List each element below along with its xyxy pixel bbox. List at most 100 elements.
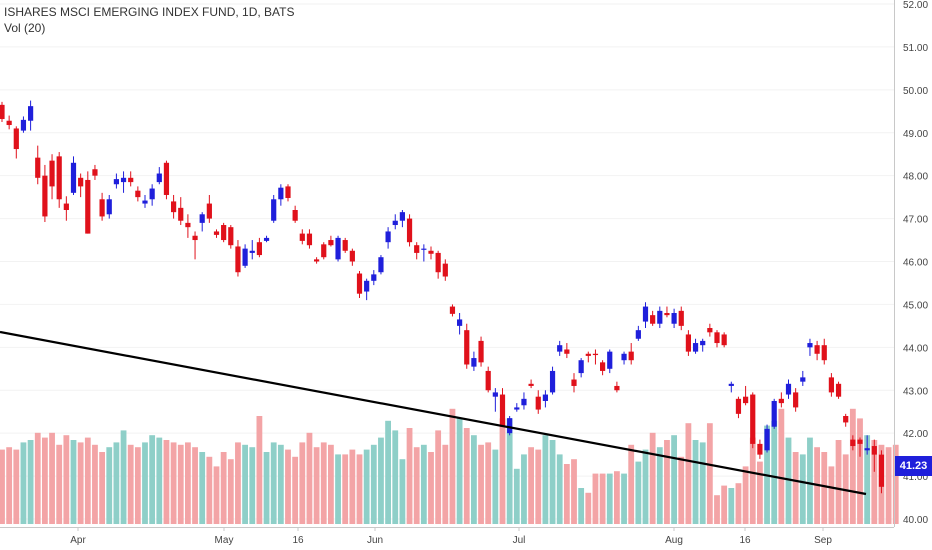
candle-body [850,439,856,447]
candle [771,398,777,429]
candle-body [657,310,663,324]
candle [707,323,713,337]
candle-body [0,104,5,120]
candle [528,379,534,389]
candle-body [278,187,284,200]
candle [356,270,363,298]
volume-bar [170,442,177,524]
candle [800,370,806,386]
candle [642,302,649,329]
candle-body [678,310,684,326]
candle [685,330,691,356]
price-tick-label: 48.00 [903,172,928,183]
candle-body [743,396,749,404]
volume-bar [70,440,77,524]
candle-body [535,396,541,410]
volume-bar [871,440,878,524]
candle [828,373,834,397]
candle-body [485,370,491,391]
candle-body [564,349,570,354]
candle [35,145,41,185]
candle-body [671,313,677,324]
candle [328,235,334,247]
volume-bar [42,437,48,524]
volume-bar [571,459,577,524]
volume-bar [714,495,720,524]
candle [99,192,105,221]
candle-body [614,385,620,391]
candle-body [628,351,634,361]
price-axis[interactable]: 52.00 51.00 50.00 49.00 48.00 47.00 46.00 45.00… [903,0,928,526]
volume-bar [213,466,220,524]
volume-bar [442,444,449,524]
candle-body [171,201,177,213]
candle [335,235,341,262]
candle [149,184,155,206]
volume-bar [227,459,234,524]
candle [0,101,5,123]
volume-bar [449,408,456,524]
time-tick-label: May [215,535,234,546]
candle-body [800,377,806,382]
candle [78,173,84,198]
volume-bar [328,444,334,524]
volume-bar [220,452,227,524]
volume-bar [142,442,148,524]
candle [743,385,749,406]
volume-bar [399,459,406,524]
candle-body [85,179,91,234]
volume-bar [485,442,492,524]
volume-bar [535,449,542,524]
candle [378,255,384,275]
candle-body [785,383,792,395]
volume-bar [635,461,642,524]
volume-bar [463,428,470,524]
volume-bar [778,408,785,524]
candle [271,194,277,223]
candle [650,310,656,326]
candle-body [342,240,348,251]
candle [171,194,177,219]
price-tick-label: 47.00 [903,215,928,226]
candle-body [178,207,184,221]
candle [600,360,606,376]
volume-bar [692,440,699,524]
candle [306,229,313,249]
candle-body [771,400,777,427]
candle-body [135,190,141,198]
volume-bar [792,452,799,524]
volume-bar [306,432,313,524]
candle [414,242,420,260]
candle-body [28,106,34,121]
candle [807,338,813,356]
candle-body [421,248,427,250]
volume-bar [92,444,98,524]
volume-bar [242,444,248,524]
time-axis[interactable]: Apr May 16 Jun Jul Aug 16 Sep [70,527,832,546]
candle-body [478,340,484,363]
candle [664,306,670,318]
candle-body [571,379,577,386]
candle-body [128,177,134,183]
volume-bar [757,461,763,524]
candle-body [707,328,713,333]
trendline[interactable] [0,330,867,496]
candle [199,212,205,232]
volume-bar [199,452,206,524]
candle [385,227,391,249]
candle [692,338,699,354]
candle-body [263,237,270,241]
candle [714,330,720,348]
candle [70,156,77,195]
candle-body [821,345,827,361]
candle-body [557,345,563,352]
candle-body [549,370,556,393]
candle-body [106,199,112,215]
candles [0,100,885,494]
candle [192,231,198,260]
price-tick-label: 50.00 [903,86,928,97]
candle-body [149,188,155,200]
candle [464,323,470,369]
candle [349,248,355,266]
